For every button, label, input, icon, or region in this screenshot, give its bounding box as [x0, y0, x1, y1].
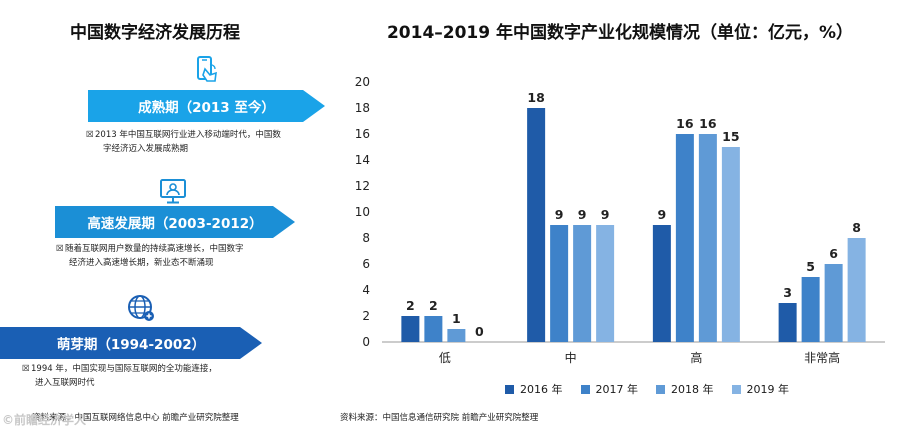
- bar-value-label: 16: [676, 116, 694, 131]
- x-category-label: 高: [690, 350, 702, 365]
- stage-growth-desc: ☒随着互联网用户数量的持续高速增长，中国数字 经济进入高速增长期，新业态不断涌现: [56, 242, 244, 270]
- y-tick-label: 10: [355, 205, 370, 219]
- bar: [527, 108, 546, 342]
- bar: [424, 316, 443, 342]
- x-category-label: 中: [565, 350, 577, 365]
- legend-swatch: [656, 384, 665, 394]
- bar: [675, 134, 694, 342]
- legend-item: 2019 年: [731, 381, 790, 397]
- bar-value-label: 15: [722, 129, 739, 144]
- stage-mature-desc-line1: 2013 年中国互联网行业进入移动端时代，中国数: [95, 130, 281, 140]
- desc-mark-icon: ☒: [22, 364, 30, 374]
- bar: [824, 264, 843, 342]
- legend-swatch: [731, 384, 741, 394]
- bar: [550, 225, 569, 342]
- globe-icon: [128, 295, 154, 321]
- y-tick-label: 18: [355, 101, 370, 115]
- legend-label: 2018 年: [671, 383, 714, 396]
- y-tick-label: 20: [355, 75, 370, 89]
- y-tick-label: 2: [362, 309, 370, 323]
- bar-value-label: 6: [829, 246, 838, 261]
- stage-growth-desc-line2: 经济进入高速增长期，新业态不断涌现: [69, 258, 214, 268]
- chart-title: 2014–2019 年中国数字产业化规模情况（单位：亿元，%）: [386, 23, 854, 43]
- y-tick-label: 16: [355, 127, 370, 141]
- bar-value-label: 16: [699, 116, 717, 131]
- stage-mature-arrow: 成熟期（2013 至今）: [88, 90, 325, 122]
- bar: [652, 225, 671, 342]
- stage-sprout-desc: ☒1994 年，中国实现与国际互联网的全功能连接， 进入互联网时代: [22, 362, 217, 390]
- bar-value-label: 9: [555, 207, 564, 222]
- watermark: ©前瞻经济学人: [2, 413, 87, 427]
- bar-value-label: 9: [601, 207, 610, 222]
- bar: [847, 238, 866, 342]
- y-tick-label: 8: [362, 231, 370, 245]
- stage-mature-label: 成熟期（2013 至今）: [138, 100, 275, 116]
- x-category-label: 低: [439, 351, 451, 365]
- bar-value-label: 1: [452, 311, 461, 326]
- legend-swatch: [580, 384, 590, 394]
- y-tick-label: 12: [355, 179, 370, 193]
- bar-value-label: 2: [429, 298, 438, 313]
- stage-growth-label: 高速发展期（2003-2012）: [87, 216, 263, 232]
- bar-value-label: 0: [475, 324, 484, 339]
- legend-item: 2018 年: [656, 381, 714, 397]
- bar: [698, 134, 717, 342]
- bar-value-label: 8: [852, 220, 861, 235]
- y-tick-label: 6: [362, 257, 370, 271]
- desc-mark-icon: ☒: [56, 244, 64, 254]
- bar-value-label: 2: [406, 298, 415, 313]
- bar-value-label: 3: [783, 285, 792, 300]
- legend-label: 2016 年: [520, 383, 563, 396]
- stage-sprout-desc-line1: 1994 年，中国实现与国际互联网的全功能连接，: [31, 364, 217, 374]
- stage-sprout-desc-line2: 进入互联网时代: [35, 378, 95, 388]
- bar-value-label: 18: [527, 90, 544, 105]
- stage-growth-arrow: 高速发展期（2003-2012）: [55, 206, 295, 238]
- chart-legend: 2016 年 2017 年 2018 年 2019 年: [505, 381, 789, 397]
- left-panel-title: 中国数字经济发展历程: [70, 23, 240, 43]
- stage-growth-desc-line1: 随着互联网用户数量的持续高速增长，中国数字: [65, 244, 244, 254]
- bar: [447, 329, 466, 342]
- legend-item: 2017 年: [580, 381, 639, 397]
- legend-item: 2016 年: [505, 381, 563, 397]
- x-category-label: 非常高: [804, 350, 840, 365]
- chart-source-note: 资料来源：中国信息通信研究院 前瞻产业研究院整理: [340, 413, 539, 423]
- bar-value-label: 9: [578, 207, 587, 222]
- stage-mature-desc: ☒2013 年中国互联网行业进入移动端时代，中国数 字经济迈入发展成熟期: [86, 128, 281, 156]
- bar: [401, 316, 420, 342]
- stage-sprout-label: 萌芽期（1994-2002）: [56, 337, 206, 353]
- bar: [596, 225, 615, 342]
- stage-sprout-arrow: 萌芽期（1994-2002）: [0, 327, 262, 359]
- left-source-note: 资料来源：中国互联网络信息中心 前瞻产业研究院整理: [32, 413, 239, 423]
- legend-label: 2017 年: [595, 383, 639, 396]
- desc-mark-icon: ☒: [86, 130, 94, 140]
- bar: [573, 225, 592, 342]
- bar: [721, 147, 740, 342]
- bar-value-label: 9: [658, 207, 667, 222]
- legend-label: 2019 年: [746, 383, 790, 396]
- bar: [801, 277, 820, 342]
- y-tick-label: 14: [355, 153, 370, 167]
- y-tick-label: 4: [362, 283, 370, 297]
- stage-mature-desc-line2: 字经济迈入发展成熟期: [103, 144, 189, 154]
- y-tick-label: 0: [362, 335, 370, 349]
- mobile-touch-icon: [197, 56, 217, 82]
- bar: [778, 303, 797, 342]
- legend-swatch: [505, 384, 514, 394]
- bar-value-label: 5: [806, 259, 815, 274]
- monitor-user-icon: [160, 179, 186, 204]
